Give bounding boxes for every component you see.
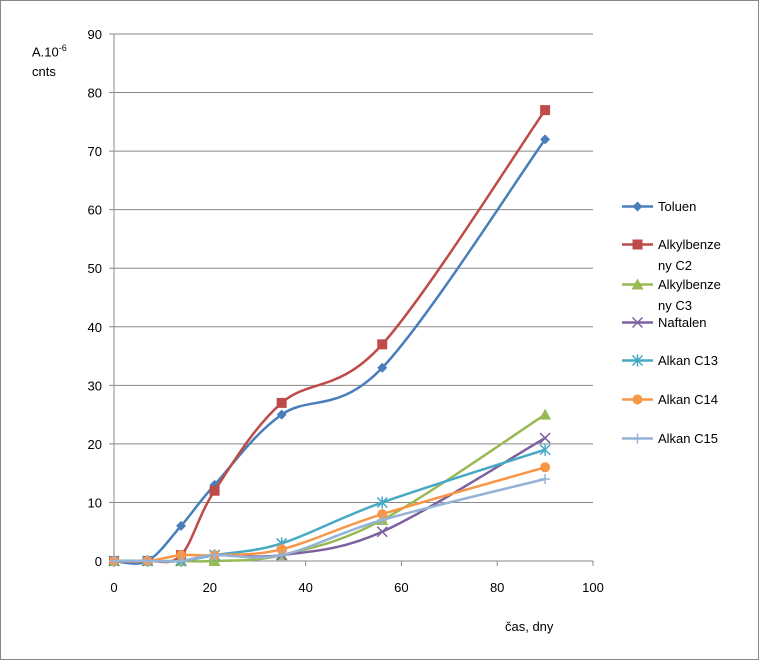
marker xyxy=(377,515,388,526)
legend-swatch xyxy=(622,201,653,212)
marker xyxy=(539,443,551,456)
marker xyxy=(176,520,187,531)
y-tick-label: 0 xyxy=(95,554,102,569)
marker xyxy=(276,397,287,408)
marker xyxy=(540,134,551,145)
series-line xyxy=(114,448,546,563)
legend-label: Toluen xyxy=(658,199,697,214)
legend-entry: Alkan C14 xyxy=(620,389,750,410)
y-tick-label: 50 xyxy=(88,261,102,276)
marker xyxy=(276,409,287,420)
marker xyxy=(209,485,220,496)
marker xyxy=(377,362,388,373)
marker xyxy=(632,394,643,405)
y-tick-label: 60 xyxy=(88,203,102,218)
x-tick-label: 60 xyxy=(394,580,408,595)
marker xyxy=(376,526,388,538)
legend-label: Alkan C15 xyxy=(658,431,718,446)
legend-swatch xyxy=(622,394,653,405)
marker xyxy=(631,316,644,329)
series-line xyxy=(113,138,547,565)
y-tick-label: 70 xyxy=(88,144,102,159)
legend-swatch xyxy=(622,239,653,250)
x-tick-label: 0 xyxy=(110,580,117,595)
x-tick-label: 20 xyxy=(203,580,217,595)
series-line xyxy=(113,466,546,563)
marker xyxy=(377,509,388,520)
marker xyxy=(631,278,644,290)
legend-entry: Toluen xyxy=(620,196,750,217)
legend-swatch xyxy=(622,354,653,367)
y-tick-label: 10 xyxy=(88,495,102,510)
legend-swatch xyxy=(622,316,653,329)
y-tick-label: 30 xyxy=(88,378,102,393)
y-axis-label: A.10-6 cnts xyxy=(32,38,67,82)
x-tick-label: 40 xyxy=(298,580,312,595)
marker xyxy=(176,550,187,561)
marker xyxy=(109,556,119,566)
marker xyxy=(632,433,643,444)
marker xyxy=(631,354,644,367)
marker xyxy=(539,408,552,420)
marker xyxy=(632,239,643,250)
x-tick-label: 100 xyxy=(582,580,604,595)
legend-label: Alkylbenzeny C3 xyxy=(658,277,721,313)
y-tick-label: 20 xyxy=(88,437,102,452)
marker xyxy=(209,550,220,561)
legend-label: Alkan C13 xyxy=(658,353,718,368)
legend-label: Alkylbenzeny C2 xyxy=(658,237,721,273)
marker xyxy=(276,550,287,561)
marker xyxy=(377,339,388,350)
legend-label: Naftalen xyxy=(658,315,707,330)
legend-entry: Alkan C13 xyxy=(620,350,750,371)
y-label-exponent: -6 xyxy=(58,43,67,53)
marker xyxy=(540,462,551,473)
marker xyxy=(540,105,551,116)
marker xyxy=(539,432,551,444)
marker xyxy=(276,544,287,555)
marker xyxy=(376,496,388,509)
y-label-base: A.10 xyxy=(32,44,59,60)
marker xyxy=(540,474,551,485)
marker xyxy=(632,201,643,212)
y-label-unit: cnts xyxy=(32,64,56,80)
y-tick-label: 90 xyxy=(88,27,102,42)
legend-label: Alkan C14 xyxy=(658,392,718,407)
legend-entry: Naftalen xyxy=(620,312,750,333)
marker xyxy=(142,556,153,566)
marker xyxy=(176,556,187,566)
x-axis-label: čas, dny xyxy=(505,619,554,634)
legend-entry: Alkylbenzeny C3 xyxy=(620,274,750,316)
legend-entry: Alkan C15 xyxy=(620,428,750,449)
legend-swatch xyxy=(622,433,653,444)
y-tick-label: 80 xyxy=(88,86,102,101)
x-tick-label: 80 xyxy=(490,580,504,595)
y-tick-label: 40 xyxy=(88,320,102,335)
legend-entry: Alkylbenzeny C2 xyxy=(620,234,750,276)
legend-swatch xyxy=(622,278,653,290)
